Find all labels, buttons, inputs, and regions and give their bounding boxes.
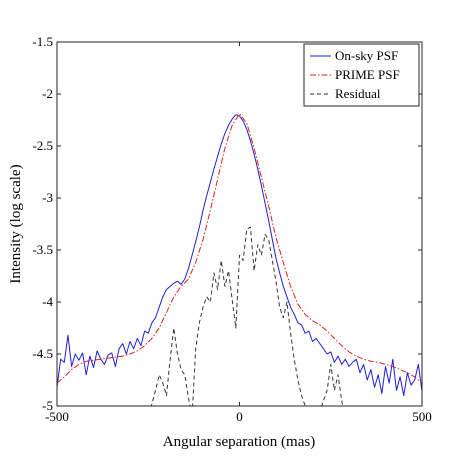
- y-tick-label: -2.5: [32, 138, 53, 153]
- x-axis-label: Angular separation (mas): [163, 434, 315, 450]
- legend: On-sky PSF PRIME PSF Residual: [303, 43, 420, 107]
- x-tick-label: 500: [412, 409, 432, 424]
- legend-label-residual: Residual: [335, 86, 381, 101]
- y-tick-label: -3.5: [32, 242, 53, 257]
- y-tick-label: -4: [42, 294, 53, 309]
- tick-layer: -500 0 500 -1.5 -2 -2.5 -3 -3.5 -4 -4.5 -5: [32, 34, 431, 424]
- y-tick-label: -2: [42, 86, 53, 101]
- y-tick-label: -1.5: [32, 34, 53, 49]
- series-line-residual: [150, 226, 344, 406]
- y-axis-label: Intensity (log scale): [8, 164, 24, 283]
- legend-label-prime-psf: PRIME PSF: [335, 67, 400, 82]
- y-tick-label: -3: [42, 190, 53, 205]
- x-tick-label: 0: [236, 409, 243, 424]
- series-line-prime-psf: [57, 113, 422, 384]
- x-tick-label: -500: [45, 409, 69, 424]
- legend-label-on-sky-psf: On-sky PSF: [335, 48, 398, 63]
- y-tick-label: -5: [42, 398, 53, 413]
- series-layer: [57, 113, 422, 406]
- y-tick-label: -4.5: [32, 346, 53, 361]
- series-line-on-sky-psf: [57, 114, 422, 397]
